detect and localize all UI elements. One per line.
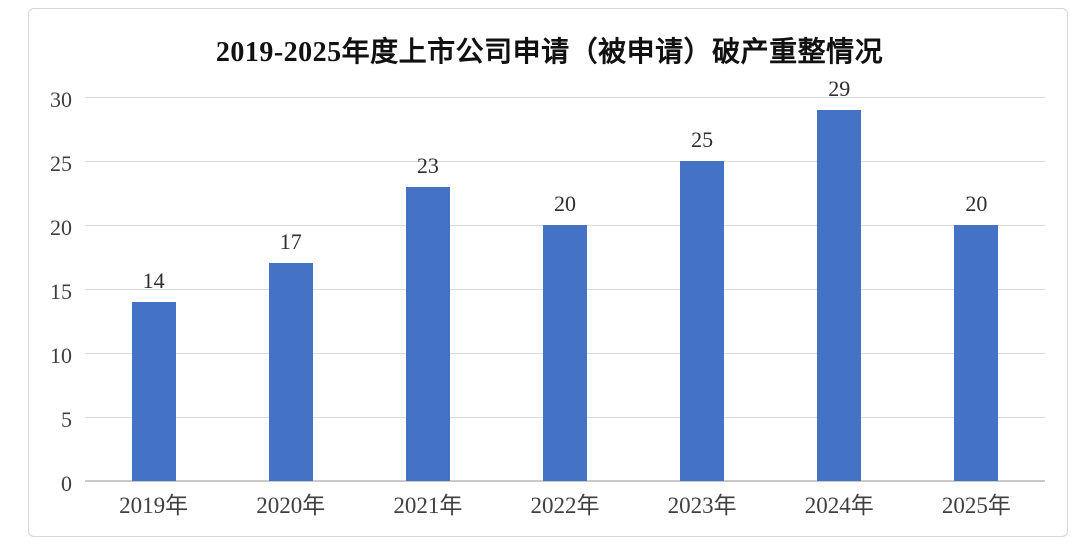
x-axis-line: [85, 480, 1045, 482]
bar-2020年: [268, 263, 313, 481]
bar-2024年: [817, 109, 862, 481]
x-tick-label-2019年: 2019年: [119, 493, 189, 518]
x-tick-label-2025年: 2025年: [941, 493, 1011, 518]
value-label-2024年: 29: [828, 75, 851, 101]
bar-2025年: [954, 225, 999, 481]
value-label-2023年: 25: [691, 127, 714, 152]
bar-2023年: [680, 161, 725, 481]
y-tick-label-20: 20: [50, 215, 72, 240]
x-tick-label-2022年: 2022年: [530, 493, 600, 518]
bar-2022年: [543, 225, 587, 481]
value-label-2019年: 14: [142, 267, 165, 293]
x-tick-label-2021年: 2021年: [393, 493, 463, 518]
y-tick-label-0: 0: [61, 471, 72, 496]
value-label-2020年: 17: [279, 229, 302, 255]
gridline-y-25: [85, 161, 1045, 162]
y-tick-label-5: 5: [61, 407, 72, 432]
bar-2019年: [131, 301, 176, 481]
y-tick-label-25: 25: [50, 151, 72, 176]
x-tick-label-2023年: 2023年: [667, 493, 737, 518]
value-label-2025年: 20: [965, 191, 988, 216]
bar-2021年: [405, 186, 450, 481]
value-label-2021年: 23: [416, 152, 439, 178]
chart-title: 2019-2025年度上市公司申请（被申请）破产重整情况: [215, 37, 884, 68]
plot-area: 14 17 23 20 25 29 20: [85, 77, 1045, 482]
y-tick-label-10: 10: [50, 343, 72, 368]
x-tick-label-2024年: 2024年: [804, 493, 874, 518]
x-tick-label-2020年: 2020年: [256, 493, 326, 518]
y-tick-label-15: 15: [50, 279, 72, 304]
y-tick-label-30: 30: [50, 87, 72, 112]
gridline-y-30: [85, 97, 1045, 98]
value-label-2022年: 20: [553, 191, 576, 216]
